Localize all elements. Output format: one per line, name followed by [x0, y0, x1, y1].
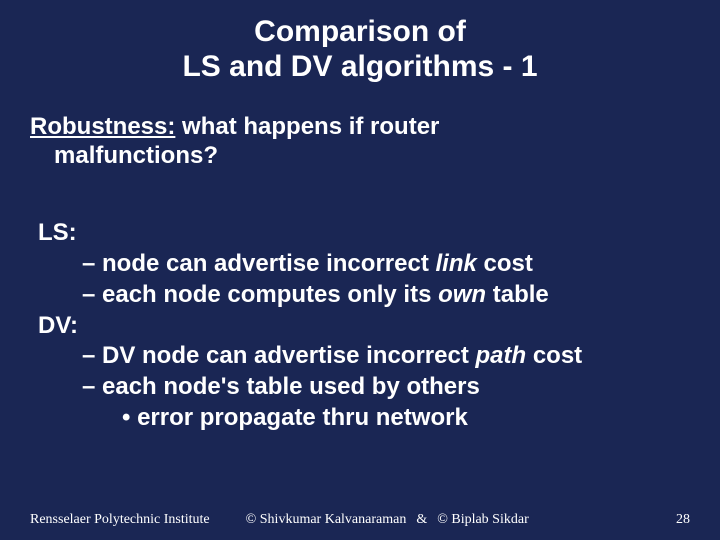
- ls-bullet-2: – each node computes only its own table: [30, 280, 690, 311]
- ls-b1-pre: – node can advertise incorrect: [82, 250, 435, 277]
- subhead-label: Robustness:: [30, 113, 175, 140]
- footer: Rensselaer Polytechnic Institute © Shivk…: [0, 512, 720, 528]
- subhead-rest-1: what happens if router: [175, 113, 439, 140]
- title-line2: LS and DV algorithms - 1: [182, 50, 537, 83]
- subheading: Robustness: what happens if router malfu…: [30, 113, 690, 171]
- dv-b1-em: path: [475, 342, 526, 369]
- dv-b1-post: cost: [526, 342, 582, 369]
- page-number: 28: [676, 512, 690, 528]
- footer-institute: Rensselaer Polytechnic Institute: [30, 512, 210, 528]
- ls-label: LS:: [30, 218, 690, 249]
- footer-copyright-2: © Biplab Sikdar: [437, 512, 529, 528]
- footer-ampersand: &: [416, 512, 427, 528]
- slide-title: Comparison of LS and DV algorithms - 1: [30, 14, 690, 85]
- dv-label: DV:: [30, 311, 690, 342]
- dv-bullet-2: – each node's table used by others: [30, 372, 690, 403]
- ls-b1-post: cost: [477, 250, 533, 277]
- dv-b1-pre: – DV node can advertise incorrect: [82, 342, 475, 369]
- body: LS: – node can advertise incorrect link …: [30, 218, 690, 433]
- title-line1: Comparison of: [254, 15, 466, 48]
- ls-b2-pre: – each node computes only its: [82, 281, 438, 308]
- dv-bullet-3: • error propagate thru network: [30, 403, 690, 434]
- subhead-rest-2: malfunctions?: [30, 142, 690, 171]
- footer-copyright-1: © Shivkumar Kalvanaraman: [246, 512, 407, 528]
- slide: Comparison of LS and DV algorithms - 1 R…: [0, 0, 720, 540]
- ls-b2-em: own: [438, 281, 486, 308]
- dv-bullet-1: – DV node can advertise incorrect path c…: [30, 341, 690, 372]
- ls-b2-post: table: [486, 281, 549, 308]
- ls-b1-em: link: [435, 250, 476, 277]
- ls-bullet-1: – node can advertise incorrect link cost: [30, 249, 690, 280]
